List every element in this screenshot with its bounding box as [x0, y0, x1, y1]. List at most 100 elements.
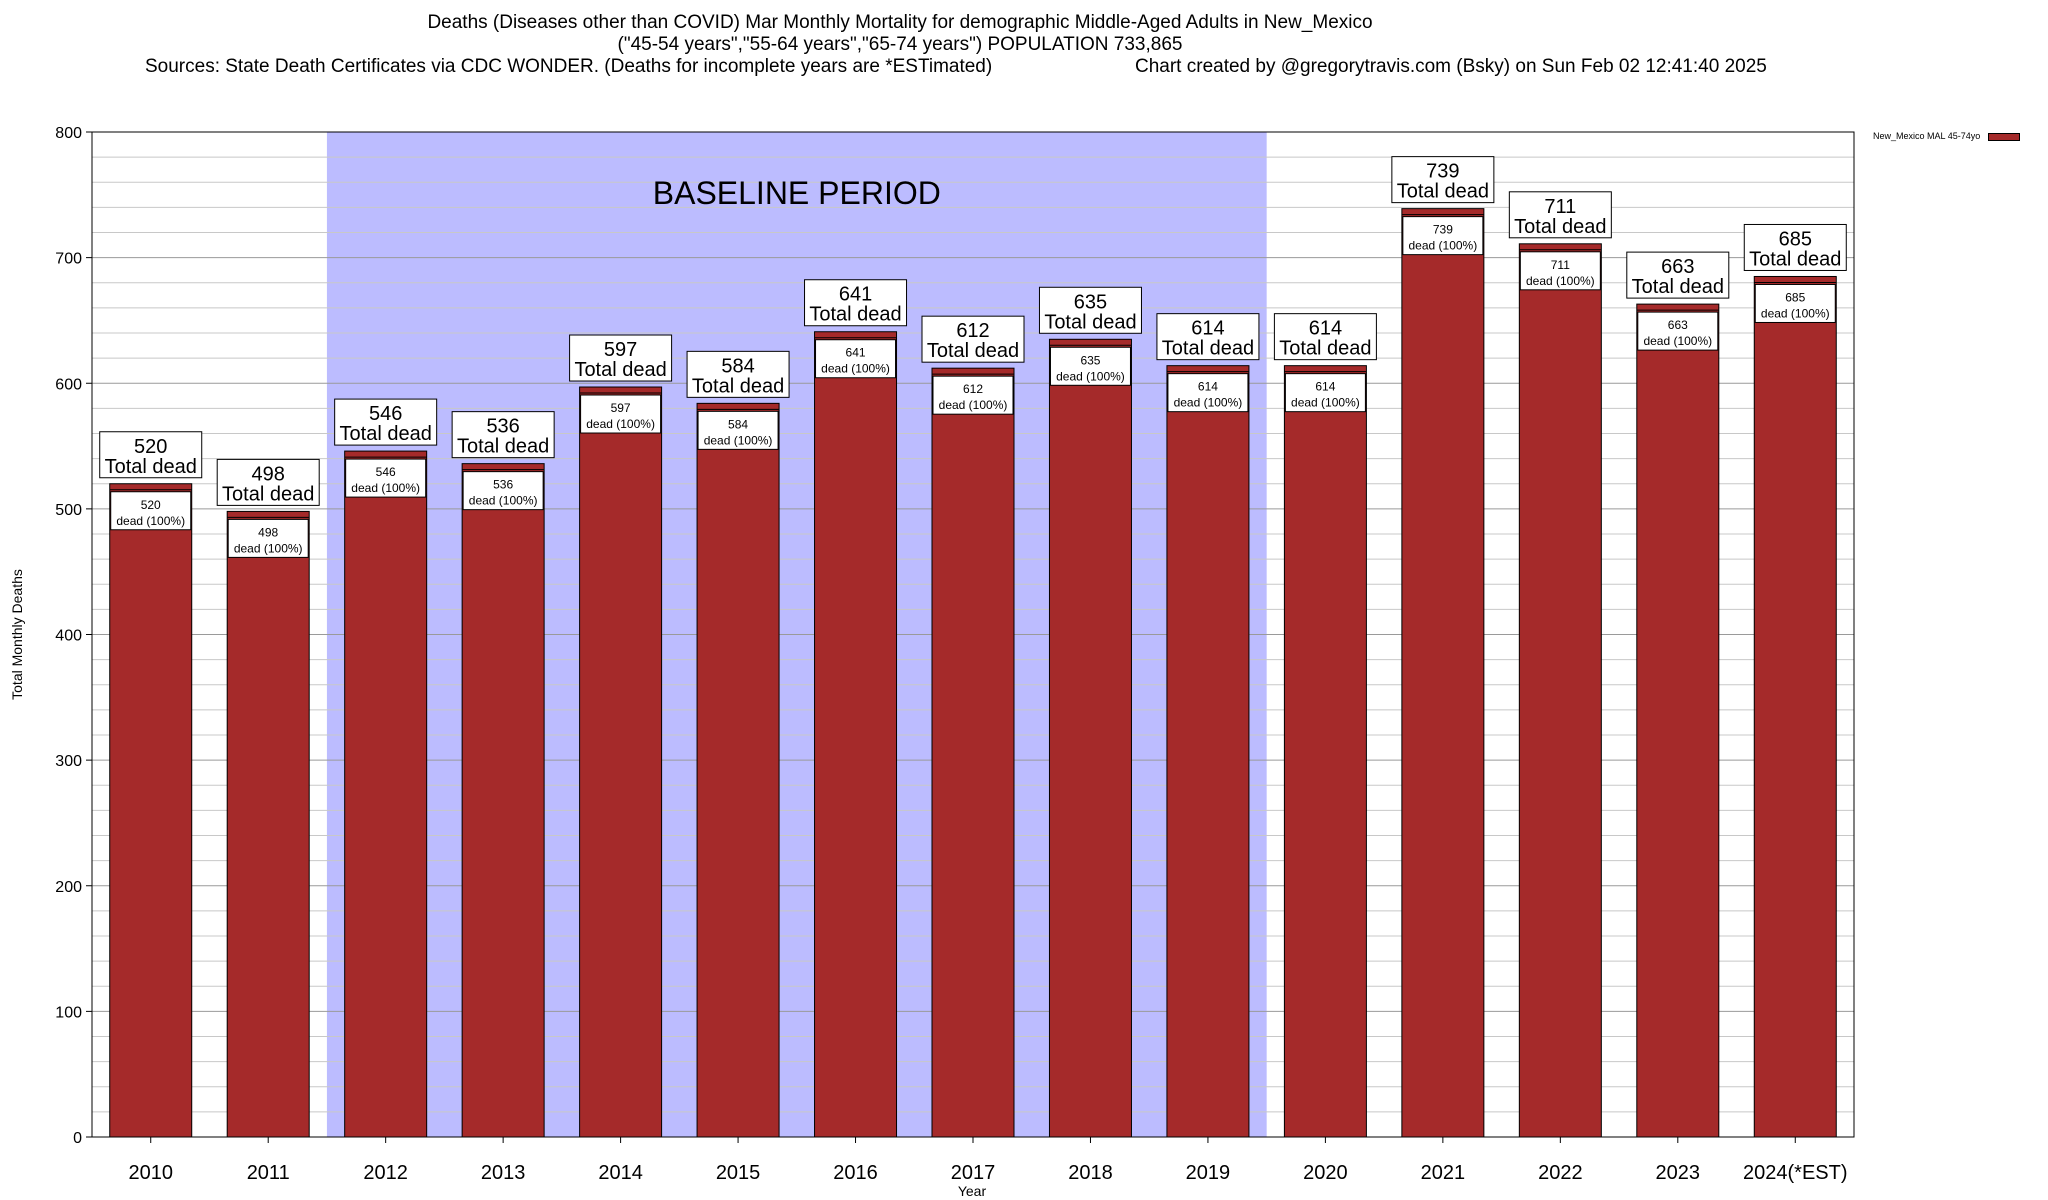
bar-inner-label-box	[580, 394, 662, 434]
bar-inner-suffix: dead (100%)	[1526, 274, 1595, 288]
bar-total-label-box	[451, 411, 555, 459]
bar	[814, 331, 898, 1138]
x-tick-label: 2013	[481, 1162, 526, 1184]
bar-total-label-box	[1038, 286, 1142, 334]
bar-total-label-box	[1743, 223, 1847, 271]
chart-sources: Sources: State Death Certificates via CD…	[145, 56, 993, 77]
bar-total-value: 635	[1074, 291, 1107, 313]
bar	[1166, 365, 1250, 1138]
bar-inner-suffix: dead (100%)	[469, 494, 538, 508]
bar-inner-value: 612	[963, 382, 983, 396]
bar-inner-label-box	[1284, 373, 1366, 413]
bar-inner-value: 520	[141, 498, 161, 512]
bar-total-label-box	[1156, 313, 1260, 361]
bar-inner-value: 739	[1433, 223, 1453, 237]
bar-total-suffix: Total dead	[105, 456, 197, 478]
y-tick-label: 800	[55, 125, 82, 142]
legend: New_Mexico MAL 45-74yo	[1873, 131, 2021, 141]
bar-inner-suffix: dead (100%)	[1056, 369, 1125, 383]
bar	[226, 510, 310, 1138]
bar	[931, 367, 1015, 1138]
x-tick-label: 2019	[1186, 1162, 1231, 1184]
x-tick-label: 2023	[1656, 1162, 1701, 1184]
x-tick-label: 2011	[247, 1162, 290, 1184]
bar-total-label-box	[569, 334, 673, 382]
bar-total-label-box	[686, 350, 790, 398]
bar-total-label-box	[99, 431, 203, 479]
bar-total-value: 614	[1191, 318, 1224, 340]
bar-inner-value: 584	[728, 417, 748, 431]
bar-inner-suffix: dead (100%)	[586, 417, 655, 431]
bar-inner-label-box	[462, 471, 544, 511]
bar-inner-value: 597	[611, 401, 631, 415]
bar-total-value: 498	[252, 463, 285, 485]
bar-total-suffix: Total dead	[1044, 311, 1136, 333]
bar-total-suffix: Total dead	[1279, 338, 1371, 360]
bar-inner-suffix: dead (100%)	[1409, 239, 1478, 253]
bar-total-label-box	[1508, 191, 1612, 239]
bar-total-label-box	[1626, 251, 1730, 299]
bar-inner-label-box	[1049, 346, 1131, 386]
bar-inner-value: 635	[1080, 353, 1100, 367]
x-tick-label: 2022	[1538, 1162, 1583, 1184]
bar-inner-suffix: dead (100%)	[1643, 334, 1712, 348]
bar	[1636, 303, 1720, 1138]
bar-total-value: 685	[1779, 228, 1812, 250]
x-tick-label: 2021	[1421, 1162, 1466, 1184]
bar-inner-label-box	[1402, 216, 1484, 256]
bar	[109, 483, 193, 1138]
bar-inner-value: 536	[493, 478, 513, 492]
y-tick-label: 700	[55, 251, 82, 268]
bar-inner-label-box	[110, 491, 192, 531]
bar-inner-label-box	[932, 375, 1014, 415]
y-tick-label: 600	[55, 376, 82, 393]
bar-total-suffix: Total dead	[574, 359, 666, 381]
bar	[696, 402, 780, 1138]
y-tick-label: 200	[55, 879, 82, 896]
bar-inner-label-box	[815, 339, 897, 379]
bar-inner-value: 546	[376, 465, 396, 479]
bar-inner-value: 498	[258, 525, 278, 539]
bar-total-value: 739	[1426, 161, 1459, 183]
bar-total-suffix: Total dead	[457, 436, 549, 458]
bar-total-suffix: Total dead	[1514, 216, 1606, 238]
bar	[1518, 243, 1602, 1138]
x-tick-label: 2010	[128, 1162, 173, 1184]
plot-frame	[91, 131, 1855, 1138]
y-tick-label: 0	[73, 1130, 82, 1147]
x-tick-label: 2017	[951, 1162, 996, 1184]
bar-total-suffix: Total dead	[927, 340, 1019, 362]
x-tick-label: 2014	[598, 1162, 643, 1184]
bar-inner-suffix: dead (100%)	[821, 362, 890, 376]
bar-total-suffix: Total dead	[340, 423, 432, 445]
bar-inner-label-box	[227, 518, 309, 558]
bar-total-suffix: Total dead	[1397, 181, 1489, 203]
y-tick-label: 300	[55, 753, 82, 770]
bar-total-suffix: Total dead	[1749, 248, 1841, 270]
bar-inner-value: 641	[846, 346, 866, 360]
bar-inner-label-box	[1519, 251, 1601, 291]
bar-total-value: 584	[721, 355, 754, 377]
bar	[1753, 275, 1837, 1138]
bar-total-value: 536	[486, 416, 519, 438]
bar-total-suffix: Total dead	[222, 483, 314, 505]
x-axis-label: Year	[958, 1183, 987, 1199]
bar-inner-label-box	[1754, 283, 1836, 323]
bar-total-suffix: Total dead	[692, 375, 784, 397]
legend-swatch	[1988, 132, 2021, 141]
bar-inner-label-box	[1167, 373, 1249, 413]
x-tick-label: 2012	[363, 1162, 408, 1184]
bar-total-value: 711	[1544, 196, 1576, 218]
x-tick-label: 2024(*EST)	[1743, 1162, 1848, 1184]
y-axis-label: Total Monthly Deaths	[9, 569, 25, 700]
bar-inner-suffix: dead (100%)	[704, 433, 773, 447]
bar-inner-suffix: dead (100%)	[1761, 306, 1830, 320]
bar-inner-value: 663	[1668, 318, 1688, 332]
bar-total-suffix: Total dead	[1632, 276, 1724, 298]
x-tick-label: 2015	[716, 1162, 761, 1184]
bar-total-value: 663	[1661, 256, 1694, 278]
bar-inner-value: 685	[1785, 290, 1805, 304]
bar-total-value: 641	[839, 284, 872, 306]
bar-total-suffix: Total dead	[1162, 338, 1254, 360]
chart-title: Deaths (Diseases other than COVID) Mar M…	[427, 12, 1373, 33]
